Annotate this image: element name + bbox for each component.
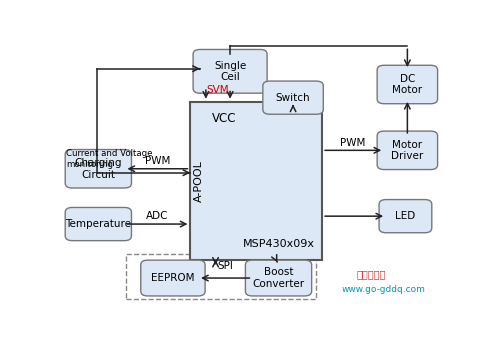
FancyBboxPatch shape	[263, 81, 324, 114]
Text: Switch: Switch	[276, 93, 310, 103]
Text: MSP430x09x: MSP430x09x	[242, 239, 314, 249]
Text: EEPROM: EEPROM	[151, 273, 194, 283]
Text: PWM: PWM	[145, 156, 170, 166]
Text: Current and Voltage
monitoring: Current and Voltage monitoring	[66, 149, 153, 169]
FancyBboxPatch shape	[141, 260, 205, 296]
FancyBboxPatch shape	[246, 260, 312, 296]
FancyBboxPatch shape	[193, 50, 267, 93]
Text: Boost
Converter: Boost Converter	[252, 267, 304, 289]
Text: LED: LED	[396, 211, 415, 221]
Text: DC
Motor: DC Motor	[392, 74, 422, 95]
Text: VCC: VCC	[212, 112, 236, 125]
Text: SVM: SVM	[206, 85, 230, 95]
Text: Motor
Driver: Motor Driver	[391, 140, 424, 161]
Text: Charging
Circuit: Charging Circuit	[74, 158, 122, 180]
FancyBboxPatch shape	[377, 131, 438, 170]
FancyBboxPatch shape	[190, 102, 322, 260]
FancyBboxPatch shape	[65, 208, 132, 241]
Text: ADC: ADC	[146, 211, 169, 221]
Text: PWM: PWM	[340, 138, 366, 148]
FancyBboxPatch shape	[379, 200, 432, 233]
Text: 广电器器网: 广电器器网	[357, 269, 386, 279]
Text: Single
Ceil: Single Ceil	[214, 61, 246, 82]
FancyBboxPatch shape	[377, 65, 438, 104]
Text: Temperature: Temperature	[66, 219, 132, 229]
Text: SPI: SPI	[218, 261, 234, 271]
Text: www.go-gddq.com: www.go-gddq.com	[342, 285, 425, 294]
Text: A-POOL: A-POOL	[194, 160, 204, 201]
FancyBboxPatch shape	[65, 149, 132, 188]
